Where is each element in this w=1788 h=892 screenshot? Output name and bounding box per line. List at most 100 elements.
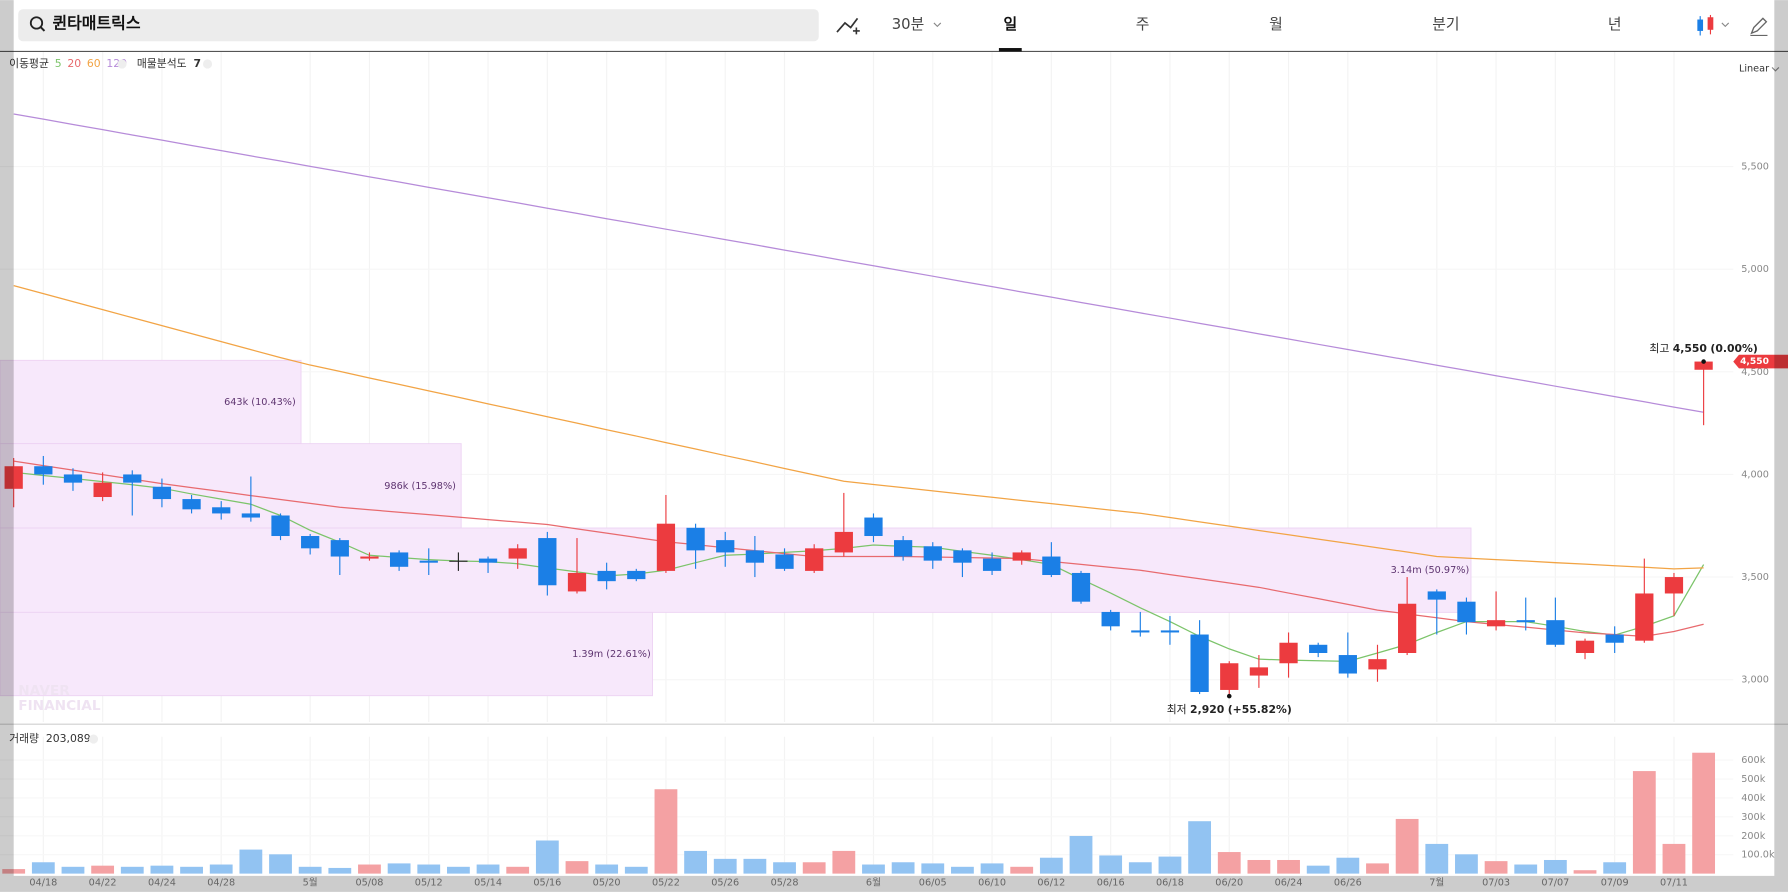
y-tick-label: 4,500 (1741, 367, 1769, 378)
volume-layer (2, 752, 1716, 874)
candle-body (1042, 556, 1061, 576)
extreme-value: 4,550 (1673, 342, 1708, 355)
candle-body (419, 560, 438, 563)
volume-bar (713, 858, 737, 874)
volume-bar (1217, 852, 1241, 874)
candle-body (271, 515, 290, 537)
candle-body (538, 538, 557, 586)
tab[interactable]: 일 (1003, 16, 1017, 33)
candle-body (1101, 611, 1120, 627)
x-tick-label: 06/18 (1156, 878, 1184, 889)
candle-layer (4, 361, 1713, 697)
chart-type-icon[interactable] (1697, 14, 1730, 36)
candle-body (34, 466, 53, 475)
volume-profile-bin (0, 443, 462, 529)
moving-average-line (13, 471, 1705, 663)
x-tick-label: 07/09 (1601, 878, 1629, 889)
legend-label: 매물분석도 (137, 57, 187, 70)
volume-bar (1543, 859, 1567, 874)
x-tick-label: 07/03 (1482, 878, 1510, 889)
candle-body (686, 527, 705, 551)
candle-body (1368, 659, 1387, 670)
volume-bar (1484, 861, 1508, 874)
indicator-icon[interactable] (836, 17, 859, 33)
volume-profile-label: 643k (10.43%) (224, 397, 296, 408)
extreme-marker (1701, 359, 1706, 364)
volume-bar (387, 863, 411, 874)
candle-body (301, 536, 320, 549)
candle-body (1071, 572, 1091, 602)
tab-underline (998, 48, 1022, 52)
candle-body (212, 507, 231, 514)
candle-body (1279, 642, 1298, 664)
candle-body (597, 570, 616, 582)
volume-bar (1366, 863, 1389, 874)
volume-bar (1069, 835, 1093, 874)
tab[interactable]: 월 (1269, 16, 1283, 33)
x-tick-label: 06/16 (1097, 878, 1125, 889)
extreme-marker (1226, 693, 1232, 699)
volume-profile-label: 1.39m (22.61%) (572, 649, 651, 660)
volume-bar (1395, 818, 1419, 874)
search-box[interactable] (18, 9, 819, 42)
candle-body (1546, 620, 1565, 645)
candle-body (478, 558, 498, 563)
moving-average-line (13, 113, 1704, 413)
volume-bar (1573, 870, 1597, 874)
tab[interactable]: 년 (1608, 16, 1622, 33)
x-tick-label: 05/22 (652, 878, 680, 889)
y-tick-label: 5,000 (1741, 264, 1769, 275)
draw-tool-icon[interactable] (1750, 17, 1768, 37)
volume-bar (743, 858, 767, 874)
candle-body (1249, 667, 1269, 676)
y-tick-label: 400k (1741, 793, 1765, 804)
candle-body (1605, 634, 1624, 643)
candle-body (567, 572, 587, 592)
candle-body (1190, 634, 1209, 692)
y-tick-label: 200k (1741, 831, 1765, 842)
chevron (933, 22, 942, 28)
volume-bar (891, 862, 915, 874)
y-tick-label: 5,500 (1741, 162, 1769, 173)
candle-body (627, 570, 646, 580)
volume-bar (358, 864, 381, 874)
x-tick-label: 04/18 (29, 878, 57, 889)
x-tick-label: 05/12 (415, 878, 443, 889)
volume-profile-label: 3.14m (50.97%) (1391, 565, 1470, 576)
x-tick-label: 06/05 (919, 878, 947, 889)
y-tick-label: 300k (1741, 812, 1765, 823)
extreme-prefix: 최저 (1167, 703, 1187, 716)
legend-entry: 20 (67, 57, 81, 70)
search-text[interactable]: 퀸타매트릭스 (52, 14, 140, 33)
legend-entry: 60 (87, 57, 101, 70)
candle-body (1427, 591, 1446, 600)
scale-select[interactable]: Linear (1739, 64, 1769, 75)
close-icon[interactable] (202, 59, 213, 69)
profile-legend: 매물분석도 7 (137, 57, 201, 70)
candle-body (1160, 630, 1180, 633)
volume-bar (1277, 859, 1300, 874)
close-icon[interactable] (88, 734, 99, 744)
volume-bar (61, 866, 85, 874)
legend-label: 이동평균 (9, 57, 49, 70)
candle-body (1664, 577, 1684, 594)
candle-body (953, 550, 972, 563)
icon-part (1750, 17, 1768, 35)
candle-body (241, 513, 260, 518)
volume-bar (802, 862, 826, 874)
volume-bar (773, 862, 796, 874)
watermark: FINANCIAL (18, 698, 101, 714)
interval-select[interactable]: 30분 (892, 16, 924, 33)
moving-average-line (13, 285, 1704, 570)
close-icon[interactable] (117, 59, 127, 69)
candle-body (805, 548, 824, 571)
volume-bar (1099, 855, 1123, 874)
ma-legend: 이동평균 5 20 60 120 (9, 57, 127, 70)
tab[interactable]: 주 (1136, 16, 1150, 33)
tab[interactable]: 분기 (1432, 16, 1459, 33)
y-tick-label: 600k (1741, 755, 1765, 766)
volume-bar (684, 850, 707, 874)
extreme-prefix: 최고 (1649, 342, 1669, 355)
volume-bar (1306, 865, 1330, 874)
